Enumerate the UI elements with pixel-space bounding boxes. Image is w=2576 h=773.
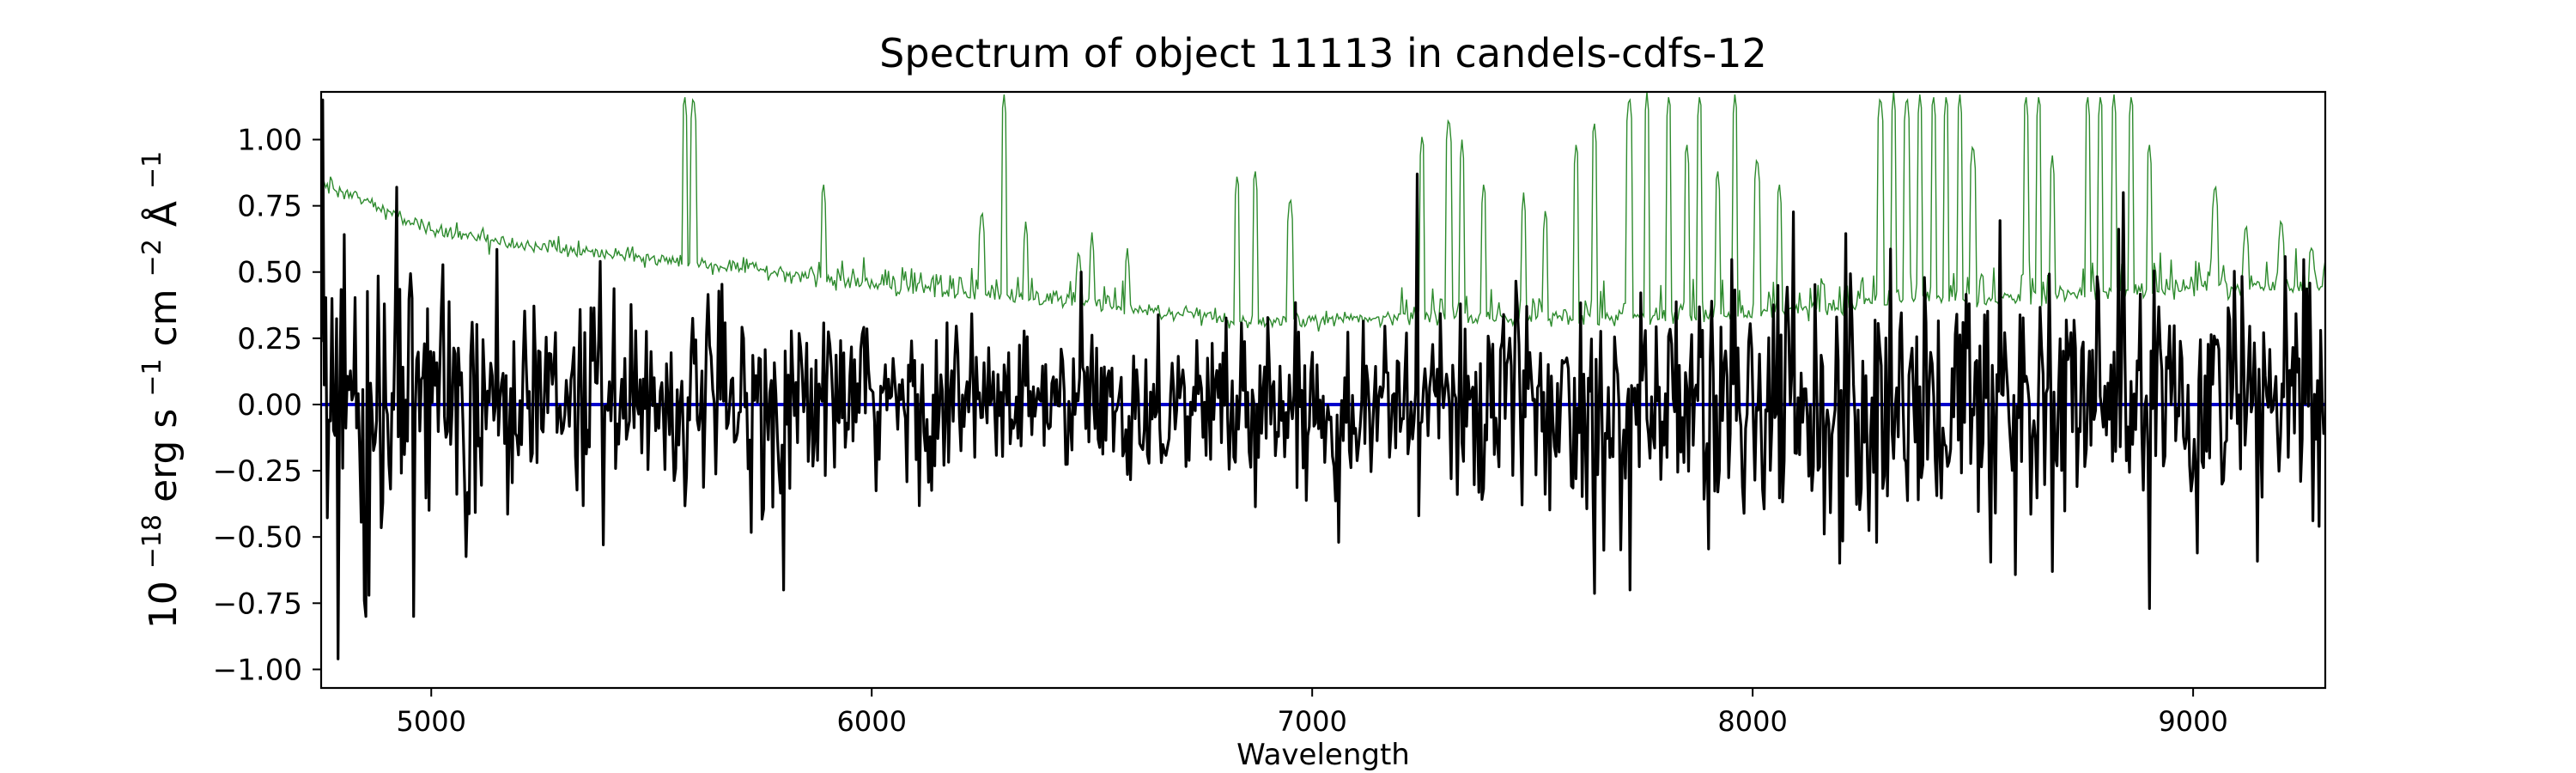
flux-spectrum-line <box>321 98 2325 660</box>
y-tick-label: 0.75 <box>237 190 302 224</box>
x-tick-label: 5000 <box>397 705 466 738</box>
y-axis-label: 10 −18 erg s −1 cm −2 Å −1 <box>126 151 185 629</box>
y-label-exp2: −2 <box>137 239 167 277</box>
x-axis: 5000 6000 7000 8000 9000 <box>397 688 2228 738</box>
plot-area <box>321 92 2325 660</box>
error-series <box>321 92 2325 332</box>
x-tick-label: 7000 <box>1277 705 1346 738</box>
chart-title: Spectrum of object 11113 in candels-cdfs… <box>879 30 1767 76</box>
y-tick-label: −0.25 <box>213 454 302 489</box>
y-tick-label: 0.00 <box>237 388 302 423</box>
y-label-unit1: erg s <box>142 409 185 502</box>
y-label-exp1: −1 <box>137 358 167 396</box>
y-tick-label: 0.25 <box>237 322 302 356</box>
y-tick-label: 1.00 <box>237 124 302 158</box>
x-tick-label: 8000 <box>1717 705 1787 738</box>
plot-frame <box>319 90 2327 690</box>
y-tick-label: −1.00 <box>213 653 302 687</box>
y-label-exp3: −1 <box>137 151 167 189</box>
y-label-unit2: cm <box>142 289 185 346</box>
error-spectrum-line <box>321 92 2325 332</box>
x-tick-label: 6000 <box>836 705 906 738</box>
y-label-base: 10 <box>142 581 185 629</box>
y-label-unit3: Å <box>140 201 185 227</box>
y-tick-label: −0.50 <box>213 520 302 555</box>
y-axis: −1.00 −0.75 −0.50 −0.25 0.00 0.25 0.50 0.75 1.00 <box>213 124 321 687</box>
y-tick-label: 0.50 <box>237 256 302 290</box>
x-axis-label: Wavelength <box>1236 738 1410 772</box>
flux-series <box>321 98 2325 660</box>
y-label-exp: −18 <box>137 514 167 569</box>
x-tick-label: 9000 <box>2158 705 2227 738</box>
y-tick-label: −0.75 <box>213 587 302 621</box>
